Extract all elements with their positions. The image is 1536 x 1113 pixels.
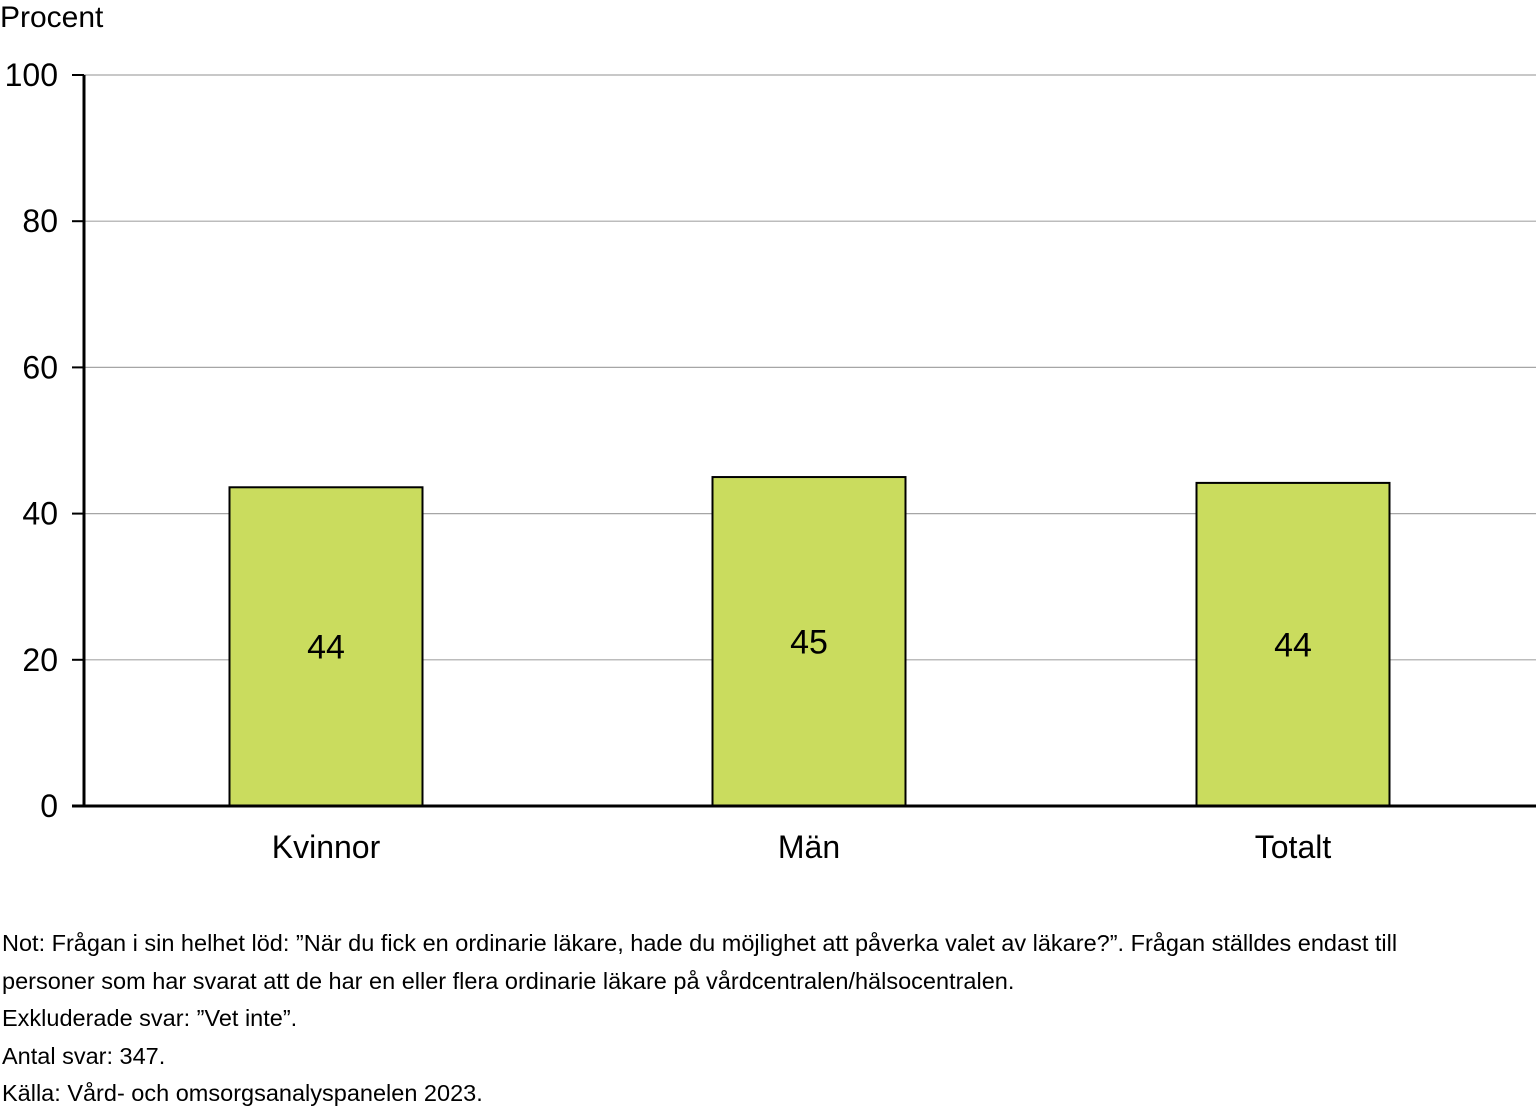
- x-category-label: Kvinnor: [272, 829, 381, 865]
- bar-chart: Procent 0 20 40 60 80 100 44 45 44 Kvinnor Män To…: [0, 1, 1536, 865]
- note-source: Källa: Vård- och omsorgsanalyspanelen 20…: [2, 1080, 483, 1106]
- y-tick-label: 40: [22, 496, 58, 532]
- y-axis-title: Procent: [0, 1, 104, 34]
- chart-notes: Not: Frågan i sin helhet löd: ”När du fi…: [2, 925, 1536, 1113]
- x-category-label: Totalt: [1255, 829, 1332, 865]
- note-excluded: Exkluderade svar: ”Vet inte”.: [2, 1005, 298, 1031]
- y-axis-ticks: 0 20 40 60 80 100: [5, 57, 84, 824]
- y-tick-label: 20: [22, 642, 58, 678]
- bar-value-label: 44: [1274, 626, 1312, 664]
- y-tick-label: 100: [5, 57, 58, 93]
- bar-value-label: 45: [790, 624, 828, 662]
- bars: 44 45 44: [228, 476, 1391, 807]
- axes: [72, 75, 1536, 808]
- y-tick-label: 80: [22, 203, 58, 239]
- y-tick-label: 60: [22, 349, 58, 385]
- category-labels: Kvinnor Män Totalt: [272, 829, 1332, 865]
- bar-m-n: [711, 476, 907, 807]
- note-question: Not: Frågan i sin helhet löd: ”När du fi…: [2, 930, 1398, 956]
- x-category-label: Män: [778, 829, 840, 865]
- y-tick-label: 0: [40, 788, 58, 824]
- bar-totalt: [1195, 481, 1391, 807]
- note-population: personer som har svarat att de har en el…: [2, 967, 1015, 994]
- bar-value-label: 44: [307, 629, 345, 667]
- bar-kvinnor: [228, 486, 424, 807]
- note-response-count: Antal svar: 347.: [2, 1042, 166, 1069]
